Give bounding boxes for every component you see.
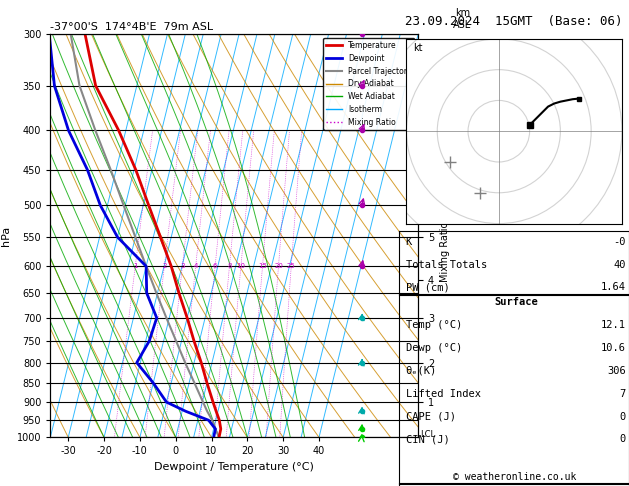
Text: CIN (J): CIN (J) bbox=[406, 434, 450, 445]
Text: 0: 0 bbox=[620, 412, 626, 422]
Text: 10.6: 10.6 bbox=[601, 343, 626, 353]
Text: 40: 40 bbox=[613, 260, 626, 270]
Text: Surface: Surface bbox=[494, 297, 538, 308]
Text: Lifted Index: Lifted Index bbox=[406, 389, 481, 399]
Text: © weatheronline.co.uk: © weatheronline.co.uk bbox=[452, 472, 576, 482]
Legend: Temperature, Dewpoint, Parcel Trajectory, Dry Adiabat, Wet Adiabat, Isotherm, Mi: Temperature, Dewpoint, Parcel Trajectory… bbox=[323, 38, 415, 130]
Text: 3: 3 bbox=[180, 263, 185, 269]
Text: 10: 10 bbox=[237, 263, 245, 269]
Text: 4: 4 bbox=[194, 263, 198, 269]
Text: 1.64: 1.64 bbox=[601, 282, 626, 293]
Text: 7: 7 bbox=[620, 389, 626, 399]
Text: Dewp (°C): Dewp (°C) bbox=[406, 343, 462, 353]
Text: CAPE (J): CAPE (J) bbox=[406, 412, 455, 422]
Text: K: K bbox=[406, 237, 412, 247]
Text: θₑ(K): θₑ(K) bbox=[406, 366, 437, 376]
Text: 15: 15 bbox=[258, 263, 267, 269]
Text: 306: 306 bbox=[607, 366, 626, 376]
Text: kt: kt bbox=[413, 43, 422, 53]
Text: -37°00'S  174°4B'E  79m ASL: -37°00'S 174°4B'E 79m ASL bbox=[50, 22, 213, 32]
Text: Totals Totals: Totals Totals bbox=[406, 260, 487, 270]
X-axis label: Dewpoint / Temperature (°C): Dewpoint / Temperature (°C) bbox=[154, 462, 314, 472]
Text: km
ASL: km ASL bbox=[454, 8, 472, 30]
Text: -0: -0 bbox=[613, 237, 626, 247]
Text: 1: 1 bbox=[133, 263, 138, 269]
Y-axis label: hPa: hPa bbox=[1, 226, 11, 246]
Text: LCL: LCL bbox=[420, 430, 435, 438]
Text: 20: 20 bbox=[274, 263, 283, 269]
Text: 8: 8 bbox=[227, 263, 231, 269]
Text: 25: 25 bbox=[287, 263, 296, 269]
Text: 23.09.2024  15GMT  (Base: 06): 23.09.2024 15GMT (Base: 06) bbox=[406, 16, 623, 28]
Text: 0: 0 bbox=[620, 434, 626, 445]
Text: Temp (°C): Temp (°C) bbox=[406, 320, 462, 330]
Text: 2: 2 bbox=[162, 263, 167, 269]
Y-axis label: Mixing Ratio (g/kg): Mixing Ratio (g/kg) bbox=[440, 190, 450, 282]
Text: PW (cm): PW (cm) bbox=[406, 282, 450, 293]
Text: 6: 6 bbox=[213, 263, 218, 269]
Text: 12.1: 12.1 bbox=[601, 320, 626, 330]
